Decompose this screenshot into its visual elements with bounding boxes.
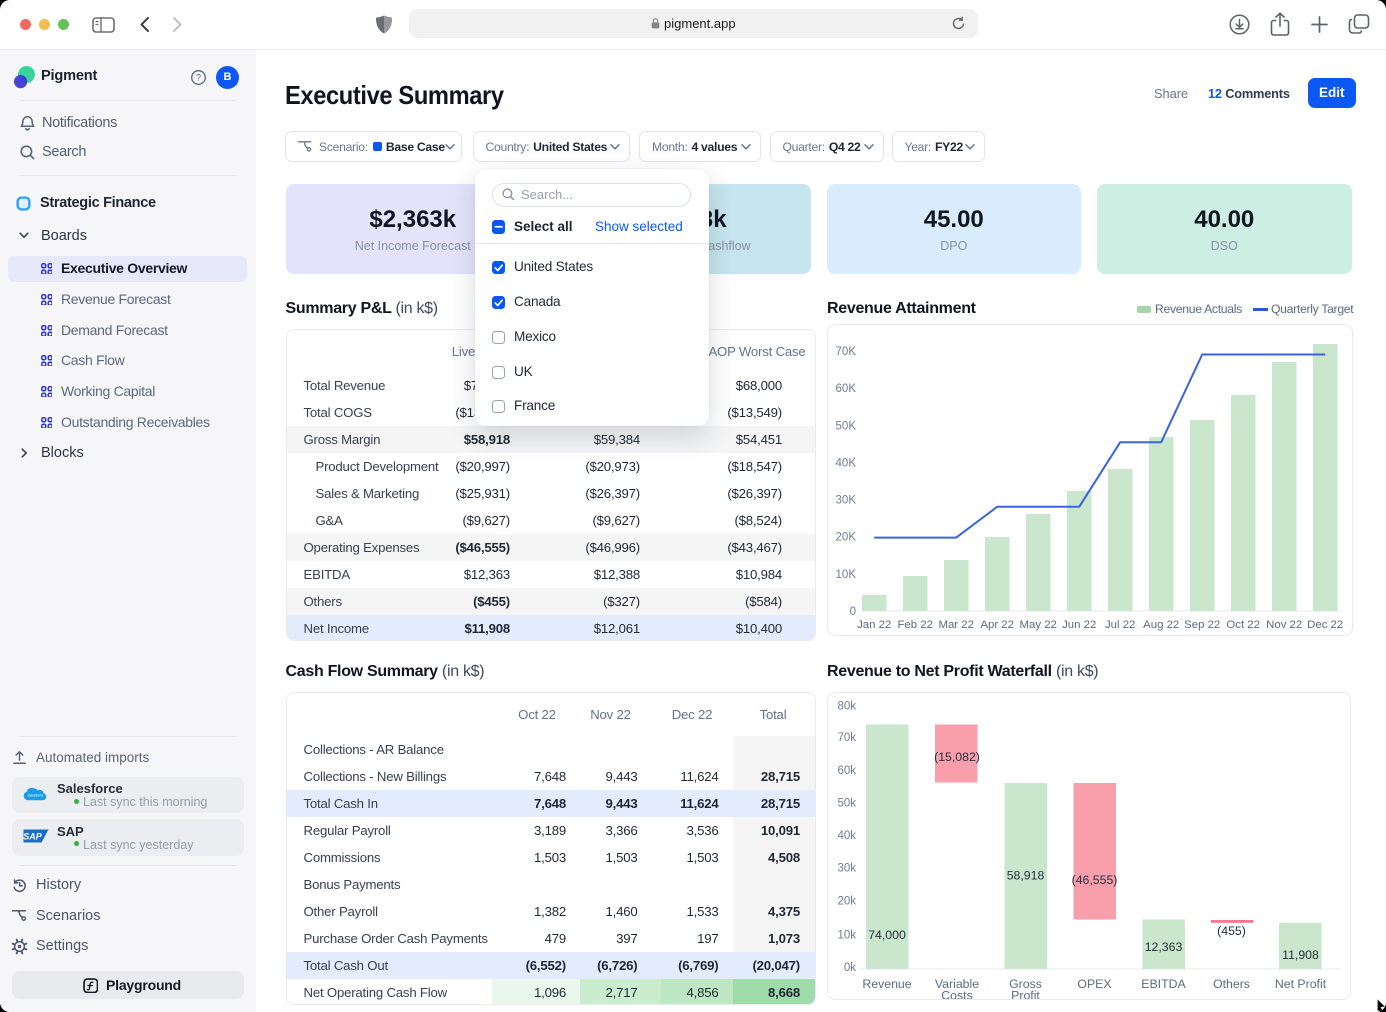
svg-text:Aug 22: Aug 22: [1143, 619, 1179, 631]
svg-text:Others: Others: [1213, 977, 1250, 991]
svg-text:10k: 10k: [837, 929, 856, 941]
svg-text:Mar 22: Mar 22: [938, 619, 973, 631]
svg-text:EBITDA: EBITDA: [1141, 977, 1186, 991]
svg-text:60k: 60k: [837, 765, 856, 777]
svg-text:70k: 70k: [837, 732, 856, 744]
svg-text:40k: 40k: [837, 830, 856, 842]
svg-text:Variable: Variable: [935, 977, 979, 991]
svg-text:(455): (455): [1217, 924, 1246, 938]
svg-text:50K: 50K: [836, 420, 857, 432]
svg-text:Gross: Gross: [1009, 977, 1042, 991]
svg-text:Feb 22: Feb 22: [897, 619, 932, 631]
svg-text:0k: 0k: [844, 962, 856, 974]
svg-text:70K: 70K: [836, 346, 857, 358]
svg-text:May 22: May 22: [1020, 619, 1057, 631]
svg-text:20K: 20K: [836, 532, 857, 544]
svg-text:Oct 22: Oct 22: [1226, 619, 1260, 631]
svg-text:Profit: Profit: [1011, 989, 1040, 1001]
svg-text:50k: 50k: [837, 797, 856, 809]
svg-text:40K: 40K: [836, 457, 857, 469]
svg-text:Costs: Costs: [941, 989, 972, 1001]
svg-text:Nov 22: Nov 22: [1266, 619, 1302, 631]
svg-text:80k: 80k: [837, 700, 856, 712]
svg-text:Jul 22: Jul 22: [1105, 619, 1135, 631]
svg-text:30K: 30K: [836, 495, 857, 507]
svg-text:12,363: 12,363: [1145, 940, 1183, 954]
svg-text:Apr 22: Apr 22: [980, 619, 1014, 631]
svg-text:11,908: 11,908: [1282, 948, 1319, 962]
svg-text:Jun 22: Jun 22: [1062, 619, 1096, 631]
svg-text:(46,555): (46,555): [1072, 873, 1118, 887]
svg-text:Sep 22: Sep 22: [1184, 619, 1220, 631]
svg-text:Net Profit: Net Profit: [1275, 977, 1327, 991]
svg-text:OPEX: OPEX: [1077, 977, 1111, 991]
svg-text:SAP: SAP: [23, 831, 43, 841]
svg-text:0: 0: [850, 606, 856, 618]
svg-text:74,000: 74,000: [868, 928, 906, 942]
svg-text:(15,082): (15,082): [934, 750, 980, 764]
svg-text:Dec 22: Dec 22: [1307, 619, 1343, 631]
svg-text:20k: 20k: [837, 895, 856, 907]
svg-text:58,918: 58,918: [1007, 869, 1045, 883]
svg-text:10K: 10K: [836, 569, 857, 581]
svg-text:salesforce: salesforce: [28, 793, 44, 797]
svg-text:Jan 22: Jan 22: [857, 619, 891, 631]
svg-text:60K: 60K: [836, 383, 857, 395]
svg-text:Revenue: Revenue: [862, 977, 911, 991]
svg-text:30k: 30k: [837, 863, 856, 875]
svg-text:?: ?: [196, 73, 201, 83]
